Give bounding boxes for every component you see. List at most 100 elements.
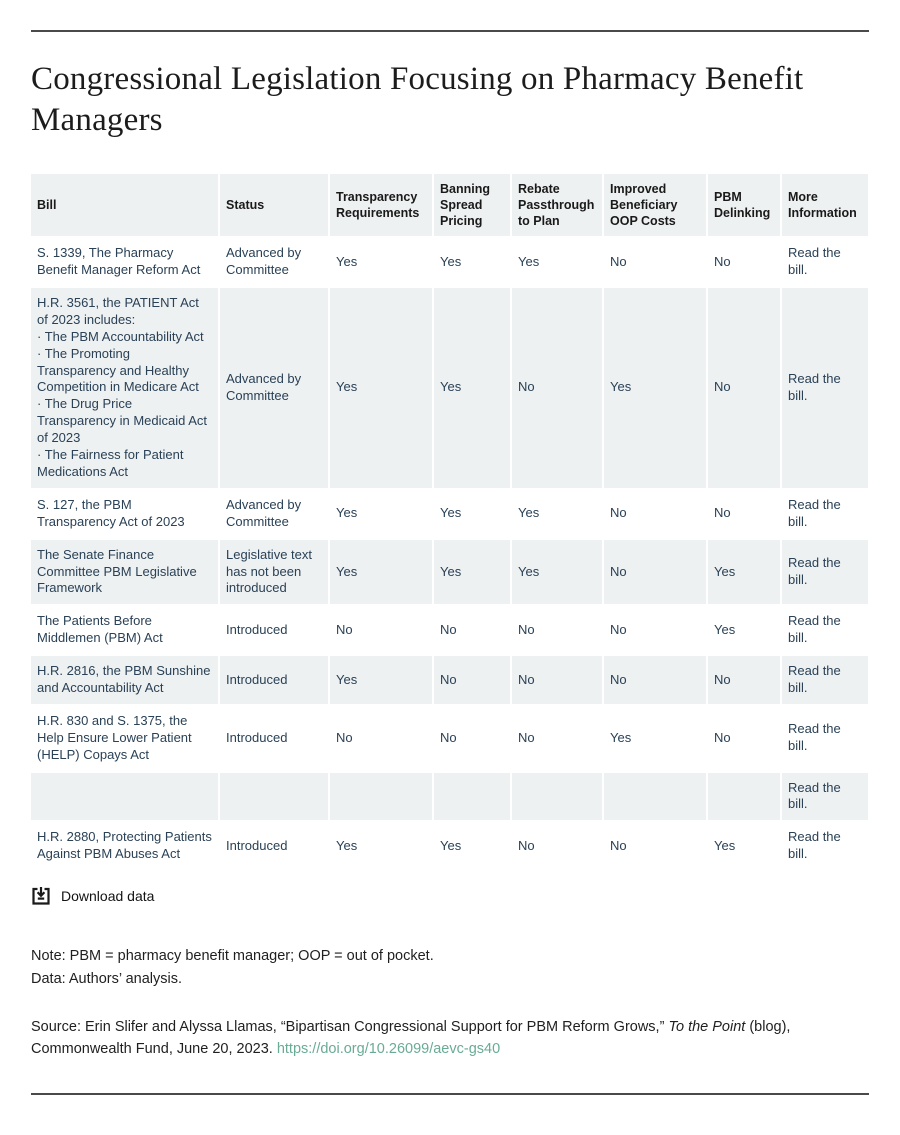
cell-rebate: [511, 771, 604, 823]
table-row: H.R. 3561, the PATIENT Act of 2023 inclu…: [31, 287, 870, 490]
table-row: S. 1339, The Pharmacy Benefit Manager Re…: [31, 237, 870, 289]
cell-status: Advanced by Committee: [219, 287, 330, 490]
cell-transparency: No: [329, 704, 434, 773]
cell-more: Read the bill.: [781, 605, 870, 657]
cell-oop: No: [603, 538, 708, 607]
table-row: The Senate Finance Committee PBM Legisla…: [31, 538, 870, 607]
top-rule: [31, 30, 869, 32]
read-the-bill-link[interactable]: Read the bill.: [788, 721, 841, 754]
cell-more: Read the bill.: [781, 538, 870, 607]
data-line: Data: Authors’ analysis.: [31, 970, 182, 987]
legislation-table: Bill Status Transparency Requirements Banni…: [31, 173, 870, 873]
cell-transparency: Yes: [329, 821, 434, 873]
cell-oop: Yes: [603, 287, 708, 490]
cell-oop: No: [603, 237, 708, 289]
cell-delinking: Yes: [707, 605, 782, 657]
cell-more: Read the bill.: [781, 488, 870, 540]
cell-transparency: Yes: [329, 538, 434, 607]
cell-oop: No: [603, 655, 708, 706]
cell-delinking: No: [707, 704, 782, 773]
source-prefix: Source: Erin Slifer and Alyssa Llamas, “…: [31, 1019, 669, 1036]
page: Congressional Legislation Focusing on Ph…: [0, 30, 900, 1135]
read-the-bill-link[interactable]: Read the bill.: [788, 371, 841, 403]
source-suffix: (blog), Commonwealth Fund, June 20, 2023…: [31, 1019, 791, 1058]
cell-rebate: No: [511, 605, 604, 657]
cell-bill: H.R. 3561, the PATIENT Act of 2023 inclu…: [31, 287, 220, 490]
column-header-oop: Improved Beneficiary OOP Costs: [603, 173, 708, 239]
read-the-bill-link[interactable]: Read the bill.: [788, 496, 841, 529]
cell-more: Read the bill.: [781, 287, 870, 490]
table-row: H.R. 830 and S. 1375, the Help Ensure Lo…: [31, 704, 870, 773]
cell-rebate: No: [511, 287, 604, 490]
cell-rebate: Yes: [511, 237, 604, 289]
cell-bill: H.R. 830 and S. 1375, the Help Ensure Lo…: [31, 704, 220, 773]
note-line: Note: PBM = pharmacy benefit manager; OO…: [31, 948, 434, 965]
cell-banning: No: [433, 605, 512, 657]
cell-more: Read the bill.: [781, 821, 870, 873]
column-header-banning: Banning Spread Pricing: [433, 173, 512, 239]
cell-transparency: Yes: [329, 237, 434, 289]
cell-status: Introduced: [219, 655, 330, 706]
table-row: Read the bill.: [31, 771, 870, 823]
cell-banning: Yes: [433, 488, 512, 540]
cell-bill: [31, 771, 220, 823]
cell-more: Read the bill.: [781, 771, 870, 823]
cell-banning: No: [433, 704, 512, 773]
cell-bill: H.R. 2880, Protecting Patients Against P…: [31, 821, 220, 873]
source-publication: To the Point: [668, 1019, 746, 1036]
cell-bill: The Senate Finance Committee PBM Legisla…: [31, 538, 220, 607]
cell-delinking: No: [707, 655, 782, 706]
table-row: H.R. 2880, Protecting Patients Against P…: [31, 821, 870, 873]
doi-link[interactable]: https://doi.org/10.26099/aevc-gs40: [276, 1041, 501, 1058]
cell-rebate: No: [511, 655, 604, 706]
cell-status: Advanced by Committee: [219, 237, 330, 289]
cell-rebate: Yes: [511, 488, 604, 540]
cell-banning: Yes: [433, 821, 512, 873]
cell-transparency: [329, 771, 434, 823]
cell-delinking: No: [707, 488, 782, 540]
column-header-bill: Bill: [31, 173, 220, 239]
cell-delinking: No: [707, 287, 782, 490]
cell-transparency: Yes: [329, 287, 434, 490]
cell-status: Introduced: [219, 605, 330, 657]
column-header-status: Status: [219, 173, 330, 239]
download-data-button[interactable]: Download data: [31, 886, 154, 906]
download-data-label: Download data: [61, 888, 155, 905]
cell-bill: S. 127, the PBM Transparency Act of 2023: [31, 488, 220, 540]
cell-more: Read the bill.: [781, 237, 870, 289]
cell-rebate: No: [511, 821, 604, 873]
column-header-more: More Information: [781, 173, 870, 239]
download-icon: [31, 886, 51, 906]
read-the-bill-link[interactable]: Read the bill.: [788, 779, 841, 812]
read-the-bill-link[interactable]: Read the bill.: [788, 663, 841, 695]
cell-status: [219, 771, 330, 823]
cell-rebate: Yes: [511, 538, 604, 607]
cell-delinking: Yes: [707, 821, 782, 873]
table-row: S. 127, the PBM Transparency Act of 2023…: [31, 488, 870, 540]
cell-bill: S. 1339, The Pharmacy Benefit Manager Re…: [31, 237, 220, 289]
cell-banning: No: [433, 655, 512, 706]
cell-banning: [433, 771, 512, 823]
cell-delinking: No: [707, 237, 782, 289]
table-row: The Patients Before Middlemen (PBM) Act I…: [31, 605, 870, 657]
cell-bill: The Patients Before Middlemen (PBM) Act: [31, 605, 220, 657]
cell-banning: Yes: [433, 538, 512, 607]
cell-banning: Yes: [433, 287, 512, 490]
read-the-bill-link[interactable]: Read the bill.: [788, 555, 841, 587]
read-the-bill-link[interactable]: Read the bill.: [788, 829, 841, 862]
read-the-bill-link[interactable]: Read the bill.: [788, 613, 841, 646]
bottom-rule: [31, 1092, 869, 1095]
cell-status: Introduced: [219, 704, 330, 773]
cell-more: Read the bill.: [781, 655, 870, 706]
cell-status: Legislative text has not been introduced: [219, 538, 330, 607]
cell-transparency: Yes: [329, 655, 434, 706]
cell-rebate: No: [511, 704, 604, 773]
table-row: H.R. 2816, the PBM Sunshine and Accounta…: [31, 655, 870, 706]
read-the-bill-link[interactable]: Read the bill.: [788, 245, 841, 278]
column-header-transparency: Transparency Requirements: [329, 173, 434, 239]
cell-more: Read the bill.: [781, 704, 870, 773]
cell-status: Advanced by Committee: [219, 488, 330, 540]
cell-delinking: Yes: [707, 538, 782, 607]
source-block: Source: Erin Slifer and Alyssa Llamas, “…: [31, 1016, 851, 1061]
column-header-rebate: Rebate Passthrough to Plan: [511, 173, 604, 239]
